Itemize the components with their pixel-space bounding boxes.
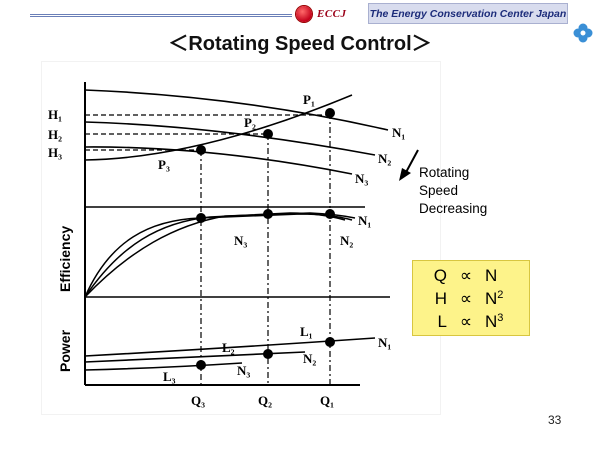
power-label-n2: N₂ (303, 351, 317, 366)
label-l1: L₁ (300, 324, 313, 339)
head-label-n3: N₃ (355, 171, 369, 186)
point-l1-marker (325, 337, 335, 347)
law-power-exponent: 3 (497, 311, 504, 324)
head-curve-n2 (84, 121, 376, 156)
header-rule (30, 14, 292, 17)
page-number: 33 (548, 413, 562, 427)
point-p3-marker (196, 145, 206, 155)
label-l2: L₂ (222, 340, 235, 355)
eff-point-3-marker (196, 213, 206, 223)
label-q2: Q₂ (258, 393, 273, 408)
power-label-n3: N₃ (237, 363, 251, 378)
efficiency-axis-title: Efficiency (57, 225, 73, 292)
law-row-flow: Q ∝ N (413, 264, 529, 287)
clover-icon (573, 23, 593, 43)
annotation-line-1: Rotating (419, 165, 470, 180)
slide-title: ＜Rotating Speed Control＞ (168, 33, 432, 55)
label-h3: H₃ (48, 145, 63, 160)
system-curve (84, 94, 353, 161)
point-l2-marker (263, 349, 273, 359)
label-l3: L₃ (163, 369, 176, 384)
organization-banner: The Energy Conservation Center Japan (368, 3, 568, 24)
proportional-icon: ∝ (459, 265, 473, 285)
eff-label-n3: N₃ (234, 233, 248, 248)
law-flow-symbol: Q (433, 265, 447, 285)
label-p2: P₂ (244, 115, 256, 130)
eccj-logo-text: ECCJ (317, 8, 347, 20)
efficiency-curve-n3 (84, 213, 353, 298)
power-label-n1: N₁ (378, 335, 392, 350)
power-curve-n2 (84, 351, 306, 363)
head-curve-n1 (84, 89, 389, 131)
label-q3: Q₃ (191, 393, 206, 408)
proportional-icon: ∝ (459, 311, 473, 331)
eff-label-n1: N₁ (358, 213, 372, 228)
law-flow-term: N (485, 265, 498, 285)
eff-point-2-marker (263, 209, 273, 219)
power-axis-title: Power (57, 329, 73, 372)
affinity-laws-box: Q ∝ N H ∝ N2 L ∝ N3 (412, 260, 530, 336)
law-power-term: N3 (485, 311, 504, 331)
label-h1: H₁ (48, 107, 63, 122)
point-p1-marker (325, 108, 335, 118)
head-curve-n3 (84, 146, 353, 175)
eccj-emblem-icon (296, 6, 312, 22)
efficiency-curve-n2 (84, 212, 346, 298)
power-curve-n3 (84, 362, 243, 371)
eff-point-1-marker (325, 209, 335, 219)
annotation-line-2: Speed (419, 183, 459, 198)
law-head-term: N2 (485, 288, 504, 308)
power-curve-n1 (84, 337, 376, 357)
law-row-power: L ∝ N3 (413, 310, 529, 333)
annotation-line-3: Decreasing (419, 201, 488, 216)
efficiency-curve-n1 (84, 212, 356, 298)
head-label-n1: N₁ (392, 125, 406, 140)
head-label-n2: N₂ (378, 151, 392, 166)
proportional-icon: ∝ (459, 288, 473, 308)
point-l3-marker (196, 360, 206, 370)
law-head-exponent: 2 (497, 288, 504, 301)
eff-label-n2: N₂ (340, 233, 354, 248)
eccj-logo: ECCJ (296, 4, 368, 24)
rotating-speed-annotation: Rotating Speed Decreasing (419, 164, 487, 218)
law-row-head: H ∝ N2 (413, 287, 529, 310)
law-head-symbol: H (434, 288, 447, 308)
law-power-symbol: L (437, 311, 447, 331)
label-q1: Q₁ (320, 393, 335, 408)
label-p3: P₃ (158, 157, 170, 172)
speed-arrow-head (399, 168, 411, 181)
label-h2: H₂ (48, 127, 63, 142)
point-p2-marker (263, 129, 273, 139)
label-p1: P₁ (303, 92, 315, 107)
